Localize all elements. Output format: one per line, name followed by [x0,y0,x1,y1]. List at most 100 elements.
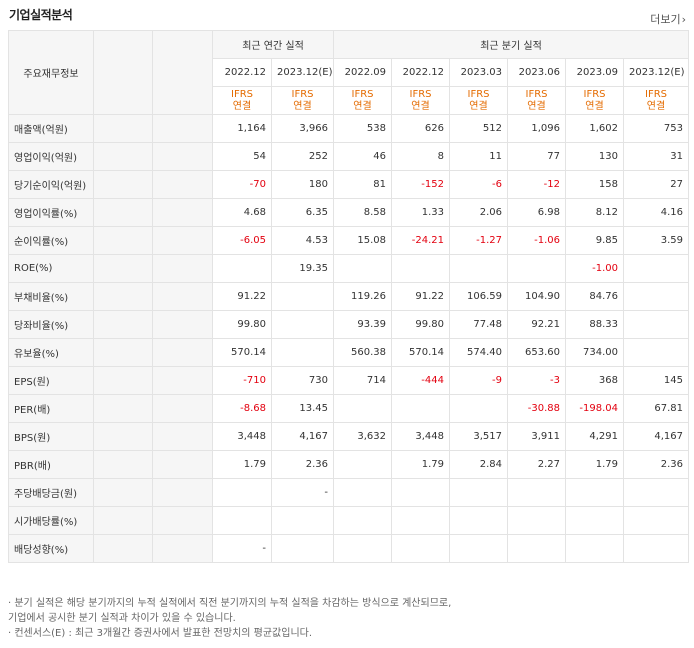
corner-label: 주요재무정보 [8,30,94,115]
quarter-header: 최근 분기 실적 [333,30,689,59]
spacer-cell [152,422,213,451]
value-cell: 6.35 [271,198,334,227]
value-cell: 67.81 [623,394,689,423]
value-cell: 3,966 [271,114,334,143]
value-cell: 3,517 [449,422,508,451]
row-label: 당좌비율(%) [8,310,94,339]
row-label: BPS(원) [8,422,94,451]
spacer-cell [152,506,213,535]
value-cell [271,310,334,339]
value-cell: -24.21 [391,226,450,255]
value-cell: 8.58 [333,198,392,227]
table-row: 매출액(억원) 1,164 3,966 538 626 512 1,096 1,602 753 [8,114,689,143]
value-cell: 77.48 [449,310,508,339]
value-cell: 653.60 [507,338,566,367]
financial-table-body: 매출액(억원) 1,164 3,966 538 626 512 1,096 1,602 753 영… [8,114,689,563]
section-title: 기업실적분석 [9,8,73,22]
spacer-cell [152,114,213,143]
spacer-cell [152,142,213,171]
value-cell: 538 [333,114,392,143]
value-cell [449,506,508,535]
spacer-cell [152,198,213,227]
row-label: 당기순이익(억원) [8,170,94,199]
value-cell: -1.27 [449,226,508,255]
value-cell [271,338,334,367]
value-cell: 570.14 [212,338,272,367]
value-cell: 180 [271,170,334,199]
table-row: EPS(원) -710 730 714 -444 -9 -3 368 145 [8,366,689,395]
consolidation-type: 연결 [469,100,488,112]
value-cell: 54 [212,142,272,171]
period-date: 2023.12(E) [623,58,689,87]
value-cell: 81 [333,170,392,199]
period-date: 2022.12 [391,58,450,87]
value-cell [391,534,450,563]
spacer-cell [152,338,213,367]
table-row: 당좌비율(%) 99.80 93.39 99.80 77.48 92.21 88.33 [8,310,689,339]
value-cell: 570.14 [391,338,450,367]
period-standard-row: IFRS 연결 IFRS 연결 IFRS 연결 IFRS 연결 IFRS 연결 IFRS 연결 IFRS… [9,86,689,115]
value-cell: 1.79 [212,450,272,479]
value-cell [333,534,392,563]
value-cell: 4.53 [271,226,334,255]
value-cell [333,254,392,283]
value-cell: 4.68 [212,198,272,227]
value-cell [507,506,566,535]
value-cell [623,282,689,311]
period-date: 2023.09 [565,58,624,87]
value-cell [271,506,334,535]
value-cell: - [212,534,272,563]
value-cell: 2.84 [449,450,508,479]
value-cell: 626 [391,114,450,143]
spacer-cell [152,534,213,563]
value-cell: -8.68 [212,394,272,423]
value-cell: 2.06 [449,198,508,227]
spacer-cell [93,478,153,507]
value-cell [391,478,450,507]
spacer-cell [152,282,213,311]
value-cell: 512 [449,114,508,143]
more-link[interactable]: 더보기› [650,11,686,27]
table-row: 유보율(%) 570.14 560.38 570.14 574.40 653.60 734.… [8,338,689,367]
value-cell: 4,167 [271,422,334,451]
spacer-cell [93,30,153,115]
period-standard: IFRS 연결 [565,86,624,115]
period-standard: IFRS 연결 [507,86,566,115]
value-cell: 714 [333,366,392,395]
value-cell [449,254,508,283]
row-label: 주당배당금(원) [8,478,94,507]
value-cell: 2.36 [623,450,689,479]
value-cell [623,310,689,339]
value-cell: -1.06 [507,226,566,255]
value-cell: 91.22 [212,282,272,311]
value-cell: 93.39 [333,310,392,339]
value-cell: -1.00 [565,254,624,283]
value-cell: 13.45 [271,394,334,423]
value-cell: 368 [565,366,624,395]
value-cell [271,282,334,311]
table-row: 당기순이익(억원) -70 180 81 -152 -6 -12 158 27 [8,170,689,199]
value-cell [449,394,508,423]
spacer-cell [93,282,153,311]
value-cell: -710 [212,366,272,395]
value-cell: 1.79 [565,450,624,479]
spacer-cell [152,394,213,423]
accounting-standard: IFRS [525,88,548,100]
value-cell: -3 [507,366,566,395]
value-cell: -152 [391,170,450,199]
value-cell: 91.22 [391,282,450,311]
period-standard: IFRS 연결 [449,86,508,115]
period-standard: IFRS 연결 [271,86,334,115]
value-cell: 99.80 [391,310,450,339]
spacer-cell [93,254,153,283]
value-cell: 19.35 [271,254,334,283]
spacer-cell [93,142,153,171]
consolidation-type: 연결 [646,100,666,112]
value-cell: 4.16 [623,198,689,227]
value-cell [623,254,689,283]
row-label: 영업이익(억원) [8,142,94,171]
value-cell [507,478,566,507]
value-cell [565,506,624,535]
value-cell [212,478,272,507]
table-row: 주당배당금(원) - [8,478,689,507]
